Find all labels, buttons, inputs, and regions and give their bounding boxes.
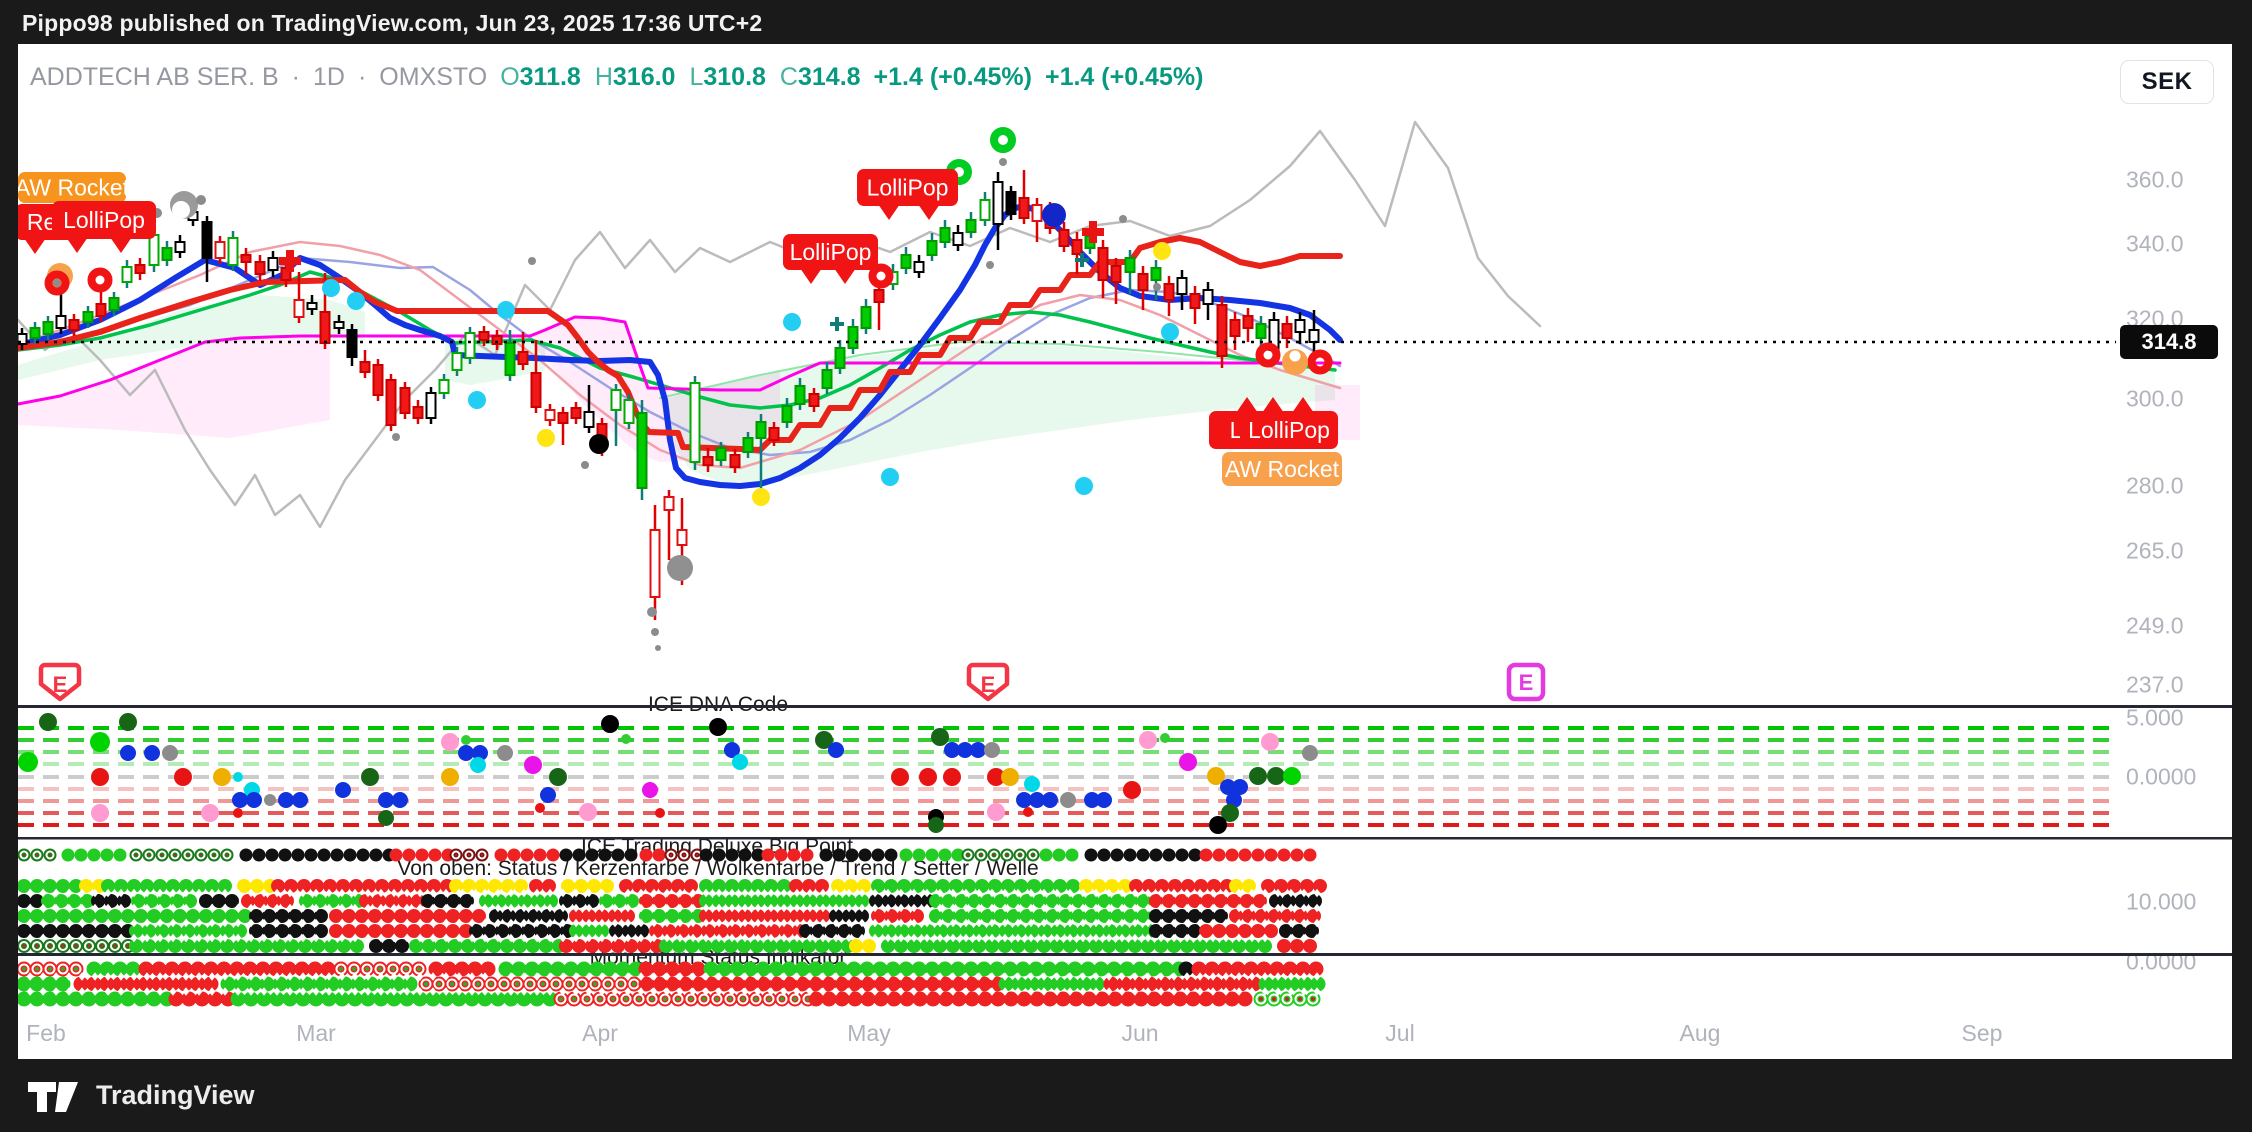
time-axis-label: Mar [296,1020,336,1046]
panel-subtitle-von-oben: Von oben: Status / Kerzenfarbe / Wolkenf… [397,857,1039,880]
chart-background [18,44,2232,1059]
ohlc-values: O311.8 H316.0 L310.8 C314.8 [500,63,860,92]
timeframe-label: 1D [313,62,345,91]
time-axis-label: Jul [1385,1020,1415,1046]
price-axis-label: 360.0 [2126,166,2184,193]
separator-dot: · [291,62,300,91]
panel-title-big-point: ICE Trading Deluxe Big Point [581,835,853,858]
price-axis-label: 249.0 [2126,612,2184,639]
currency-button[interactable]: SEK [2120,60,2214,104]
time-axis-label: Apr [582,1020,618,1046]
tradingview-logo[interactable]: TradingView [28,1078,255,1114]
change-value-repeat: +1.4 (+0.45%) [1044,62,1204,91]
ohlc-item: C314.8 [779,62,861,91]
publish-info-text: Pippo98 published on TradingView.com, Ju… [22,10,763,36]
tradingview-logo-text: TradingView [96,1080,255,1110]
time-axis-label: May [847,1020,891,1046]
price-axis-label: 5.000 [2126,704,2184,731]
exchange-label: OMXSTO [379,62,488,91]
symbol-name: ADDTECH AB SER. B [30,62,279,91]
change-value: +1.4 (+0.45%) [873,62,1032,91]
right-border [2232,44,2252,1059]
left-border [0,44,18,1059]
price-axis-label: 265.0 [2126,537,2184,564]
time-axis-label: Feb [26,1020,66,1046]
panel-title-ice-dna-code: ICE DNA Code [647,693,789,716]
symbol-legend: ADDTECH AB SER. B · 1D · OMXSTO O311.8 H3… [30,62,1203,92]
footer-bar: TradingView [0,1059,2252,1132]
panel-title-momentum: Momentum Status Indikator [589,946,847,969]
price-axis-label: 0.0000 [2126,948,2197,975]
price-axis-label: 280.0 [2126,472,2184,499]
time-axis-label: Jun [1121,1020,1159,1046]
price-axis-label: 340.0 [2126,230,2184,257]
tradingview-logo-icon [28,1081,78,1112]
last-price-tag: 314.8 [2120,325,2218,359]
ohlc-item: L310.8 [689,62,766,91]
time-axis-label: Aug [1679,1020,1721,1046]
price-axis-label: 0.0000 [2126,763,2197,790]
price-axis-label: 10.000 [2126,888,2197,915]
price-axis-label: 300.0 [2126,385,2184,412]
publish-top-bar: Pippo98 published on TradingView.com, Ju… [0,0,2252,44]
ohlc-item: O311.8 [500,62,581,91]
separator-dot: · [357,62,367,91]
price-axis-label: 237.0 [2126,671,2184,698]
ohlc-item: H316.0 [594,62,676,91]
time-axis-label: Sep [1961,1020,2003,1046]
